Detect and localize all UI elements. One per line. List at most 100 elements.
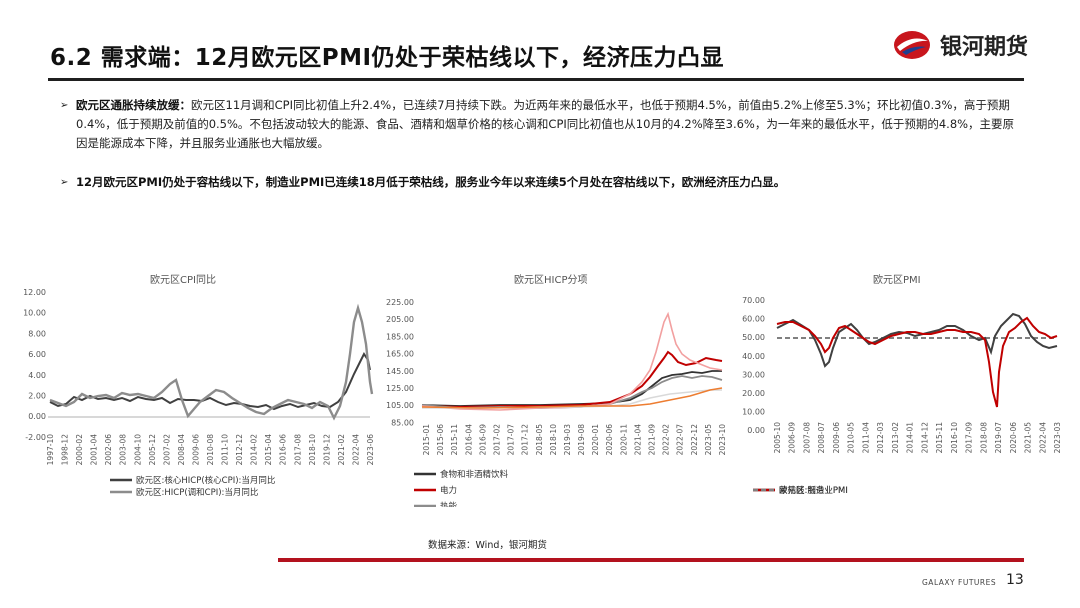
x-tick-label: 2012-12 <box>235 434 244 466</box>
x-tick-label: 2015-04 <box>264 434 273 466</box>
x-tick-label: 2019-12 <box>322 434 331 466</box>
y-tick-label: 10.00 <box>23 309 46 318</box>
x-tick-label: 2021-09 <box>648 424 657 456</box>
x-tick-label: 2019-03 <box>563 424 572 456</box>
page-number: 13 <box>1006 572 1024 588</box>
y-tick-label: 165.00 <box>386 350 414 359</box>
series-core-hicp <box>49 352 371 411</box>
x-tick-label: 2018-10 <box>308 434 317 466</box>
y-tick-label: -2.00 <box>25 433 46 442</box>
bullet-inflation: ➢ 欧元区通胀持续放缓：欧元区11月调和CPI同比初值上升2.4%，已连续7月持… <box>60 96 1020 153</box>
x-tick-label: 2002-06 <box>104 434 113 466</box>
y-tick-label: 6.00 <box>28 350 46 359</box>
x-tick-label: 2004-10 <box>133 434 142 466</box>
x-tick-label: 1998-12 <box>61 434 70 466</box>
x-tick-label: 2023-06 <box>366 434 375 466</box>
x-tick-label: 2009-06 <box>191 434 200 466</box>
x-tick-label: 2010-08 <box>206 434 215 466</box>
x-tick-label: 2017-12 <box>521 424 530 456</box>
x-tick-label: 1997-10 <box>46 434 55 466</box>
x-tick-label: 2003-08 <box>119 434 128 466</box>
x-tick-label: 2022-12 <box>690 424 699 456</box>
chart-hicp-items: 225.00 205.00 185.00 165.00 145.00 125.00 105.… <box>386 298 727 507</box>
legend-label: 荣枯线 <box>779 485 805 496</box>
x-tick-label: 2015-11 <box>450 424 459 456</box>
title-divider <box>48 78 1024 81</box>
bullet-arrow-icon: ➢ <box>60 177 69 188</box>
y-tick-label: 205.00 <box>386 315 414 324</box>
y-tick-label: 50.00 <box>742 333 765 342</box>
x-tick-label: 2011-10 <box>221 434 230 466</box>
legend-label: 欧元区:服务业PMI <box>779 485 848 496</box>
chart-title-cpi: 欧元区CPI同比 <box>150 275 216 286</box>
x-tick-label: 2005-12 <box>148 434 157 466</box>
x-tick-label: 2015-11 <box>935 422 944 454</box>
x-tick-label: 2023-05 <box>704 424 713 456</box>
legend-label: 欧元区:制造业PMI <box>779 485 848 496</box>
footer-divider <box>278 558 1024 562</box>
x-tick-label: 2016-06 <box>279 434 288 466</box>
x-tick-label: 2020-01 <box>591 424 600 456</box>
x-tick-label: 2017-09 <box>965 422 974 454</box>
y-tick-label: 40.00 <box>742 352 765 361</box>
y-tick-label: 185.00 <box>386 332 414 341</box>
y-tick-label: 85.00 <box>391 418 414 427</box>
bullet-body: 欧元区11月调和CPI同比初值上升2.4%，已连续7月持续下跌。为近两年来的最低… <box>76 98 1015 150</box>
bullet-pmi: ➢ 12月欧元区PMI仍处于容枯线以下，制造业PMI已连续18月低于荣枯线，服务… <box>60 173 1020 192</box>
bullet-arrow-icon: ➢ <box>60 100 69 111</box>
x-tick-label: 2022-02 <box>662 424 671 456</box>
series-transport <box>421 387 723 409</box>
data-source: 数据来源：Wind，银河期货 <box>428 540 547 551</box>
x-tick-label: 2022-07 <box>676 424 685 456</box>
x-tick-label: 2012-03 <box>876 422 885 454</box>
x-tick-label: 2016-04 <box>464 424 473 456</box>
y-tick-label: 145.00 <box>386 367 414 376</box>
y-tick-label: 0.00 <box>28 412 46 421</box>
y-tick-label: 30.00 <box>742 370 765 379</box>
y-tick-label: 225.00 <box>386 298 414 307</box>
series-hicp <box>49 303 374 421</box>
logo-text: 银河期货 <box>939 35 1028 60</box>
y-tick-label: 125.00 <box>386 384 414 393</box>
y-tick-label: 105.00 <box>386 401 414 410</box>
bullet-bold: 12月欧元区PMI仍处于容枯线以下，制造业PMI已连续18月低于荣枯线，服务业今… <box>76 175 786 189</box>
legend-label: 热能 <box>440 501 458 507</box>
x-tick-label: 2000-02 <box>75 434 84 466</box>
x-tick-label: 2020-06 <box>605 424 614 456</box>
chart-cpi: 12.00 10.00 8.00 6.00 4.00 2.00 0.00 -2.00 1997-… <box>23 288 375 498</box>
series-manufacturing <box>776 312 1058 368</box>
x-tick-label: 2013-02 <box>891 422 900 454</box>
company-logo: 银河期货 <box>892 28 1028 62</box>
legend-label: 欧元区:HICP(调和CPI):当月同比 <box>136 487 258 498</box>
legend-label: 欧元区:核心HICP(核心CPI):当月同比 <box>136 475 275 486</box>
x-tick-label: 2021-02 <box>337 434 346 466</box>
x-tick-label: 2018-10 <box>549 424 558 456</box>
legend-label: 食物和非酒精饮料 <box>440 469 509 480</box>
bullet-bold: 欧元区通胀持续放缓： <box>76 98 191 112</box>
series-services <box>776 316 1058 408</box>
y-tick-label: 8.00 <box>28 329 46 338</box>
chart-pmi: 70.00 60.00 50.00 40.00 30.00 20.00 10.00 0.00 2… <box>742 296 1062 496</box>
x-tick-label: 2007-08 <box>802 422 811 454</box>
x-tick-label: 2016-09 <box>478 424 487 456</box>
x-tick-label: 2018-08 <box>979 422 988 454</box>
galaxy-logo-icon <box>893 31 930 59</box>
page-title: 6.2 需求端：12月欧元区PMI仍处于荣枯线以下，经济压力凸显 <box>50 45 725 71</box>
x-tick-label: 2006-09 <box>788 422 797 454</box>
x-tick-label: 2019-08 <box>577 424 586 456</box>
chart-title-pmi: 欧元区PMI <box>873 275 921 286</box>
x-tick-label: 2011-04 <box>861 422 870 454</box>
chart-title-hicp-items: 欧元区HICP分项 <box>514 275 588 286</box>
x-tick-label: 2008-04 <box>177 434 186 466</box>
x-tick-label: 2022-04 <box>1038 422 1047 454</box>
legend-label: 电力 <box>440 485 457 496</box>
x-tick-label: 2007-02 <box>162 434 171 466</box>
x-tick-label: 2021-04 <box>633 424 642 456</box>
x-tick-label: 2001-04 <box>90 434 99 466</box>
y-tick-label: 20.00 <box>742 389 765 398</box>
y-tick-label: 10.00 <box>742 408 765 417</box>
x-tick-label: 2020-06 <box>1009 422 1018 454</box>
x-tick-label: 2019-07 <box>994 422 1003 454</box>
x-tick-label: 2023-10 <box>718 424 727 456</box>
footer-brand: GALAXY FUTURES <box>922 578 997 587</box>
